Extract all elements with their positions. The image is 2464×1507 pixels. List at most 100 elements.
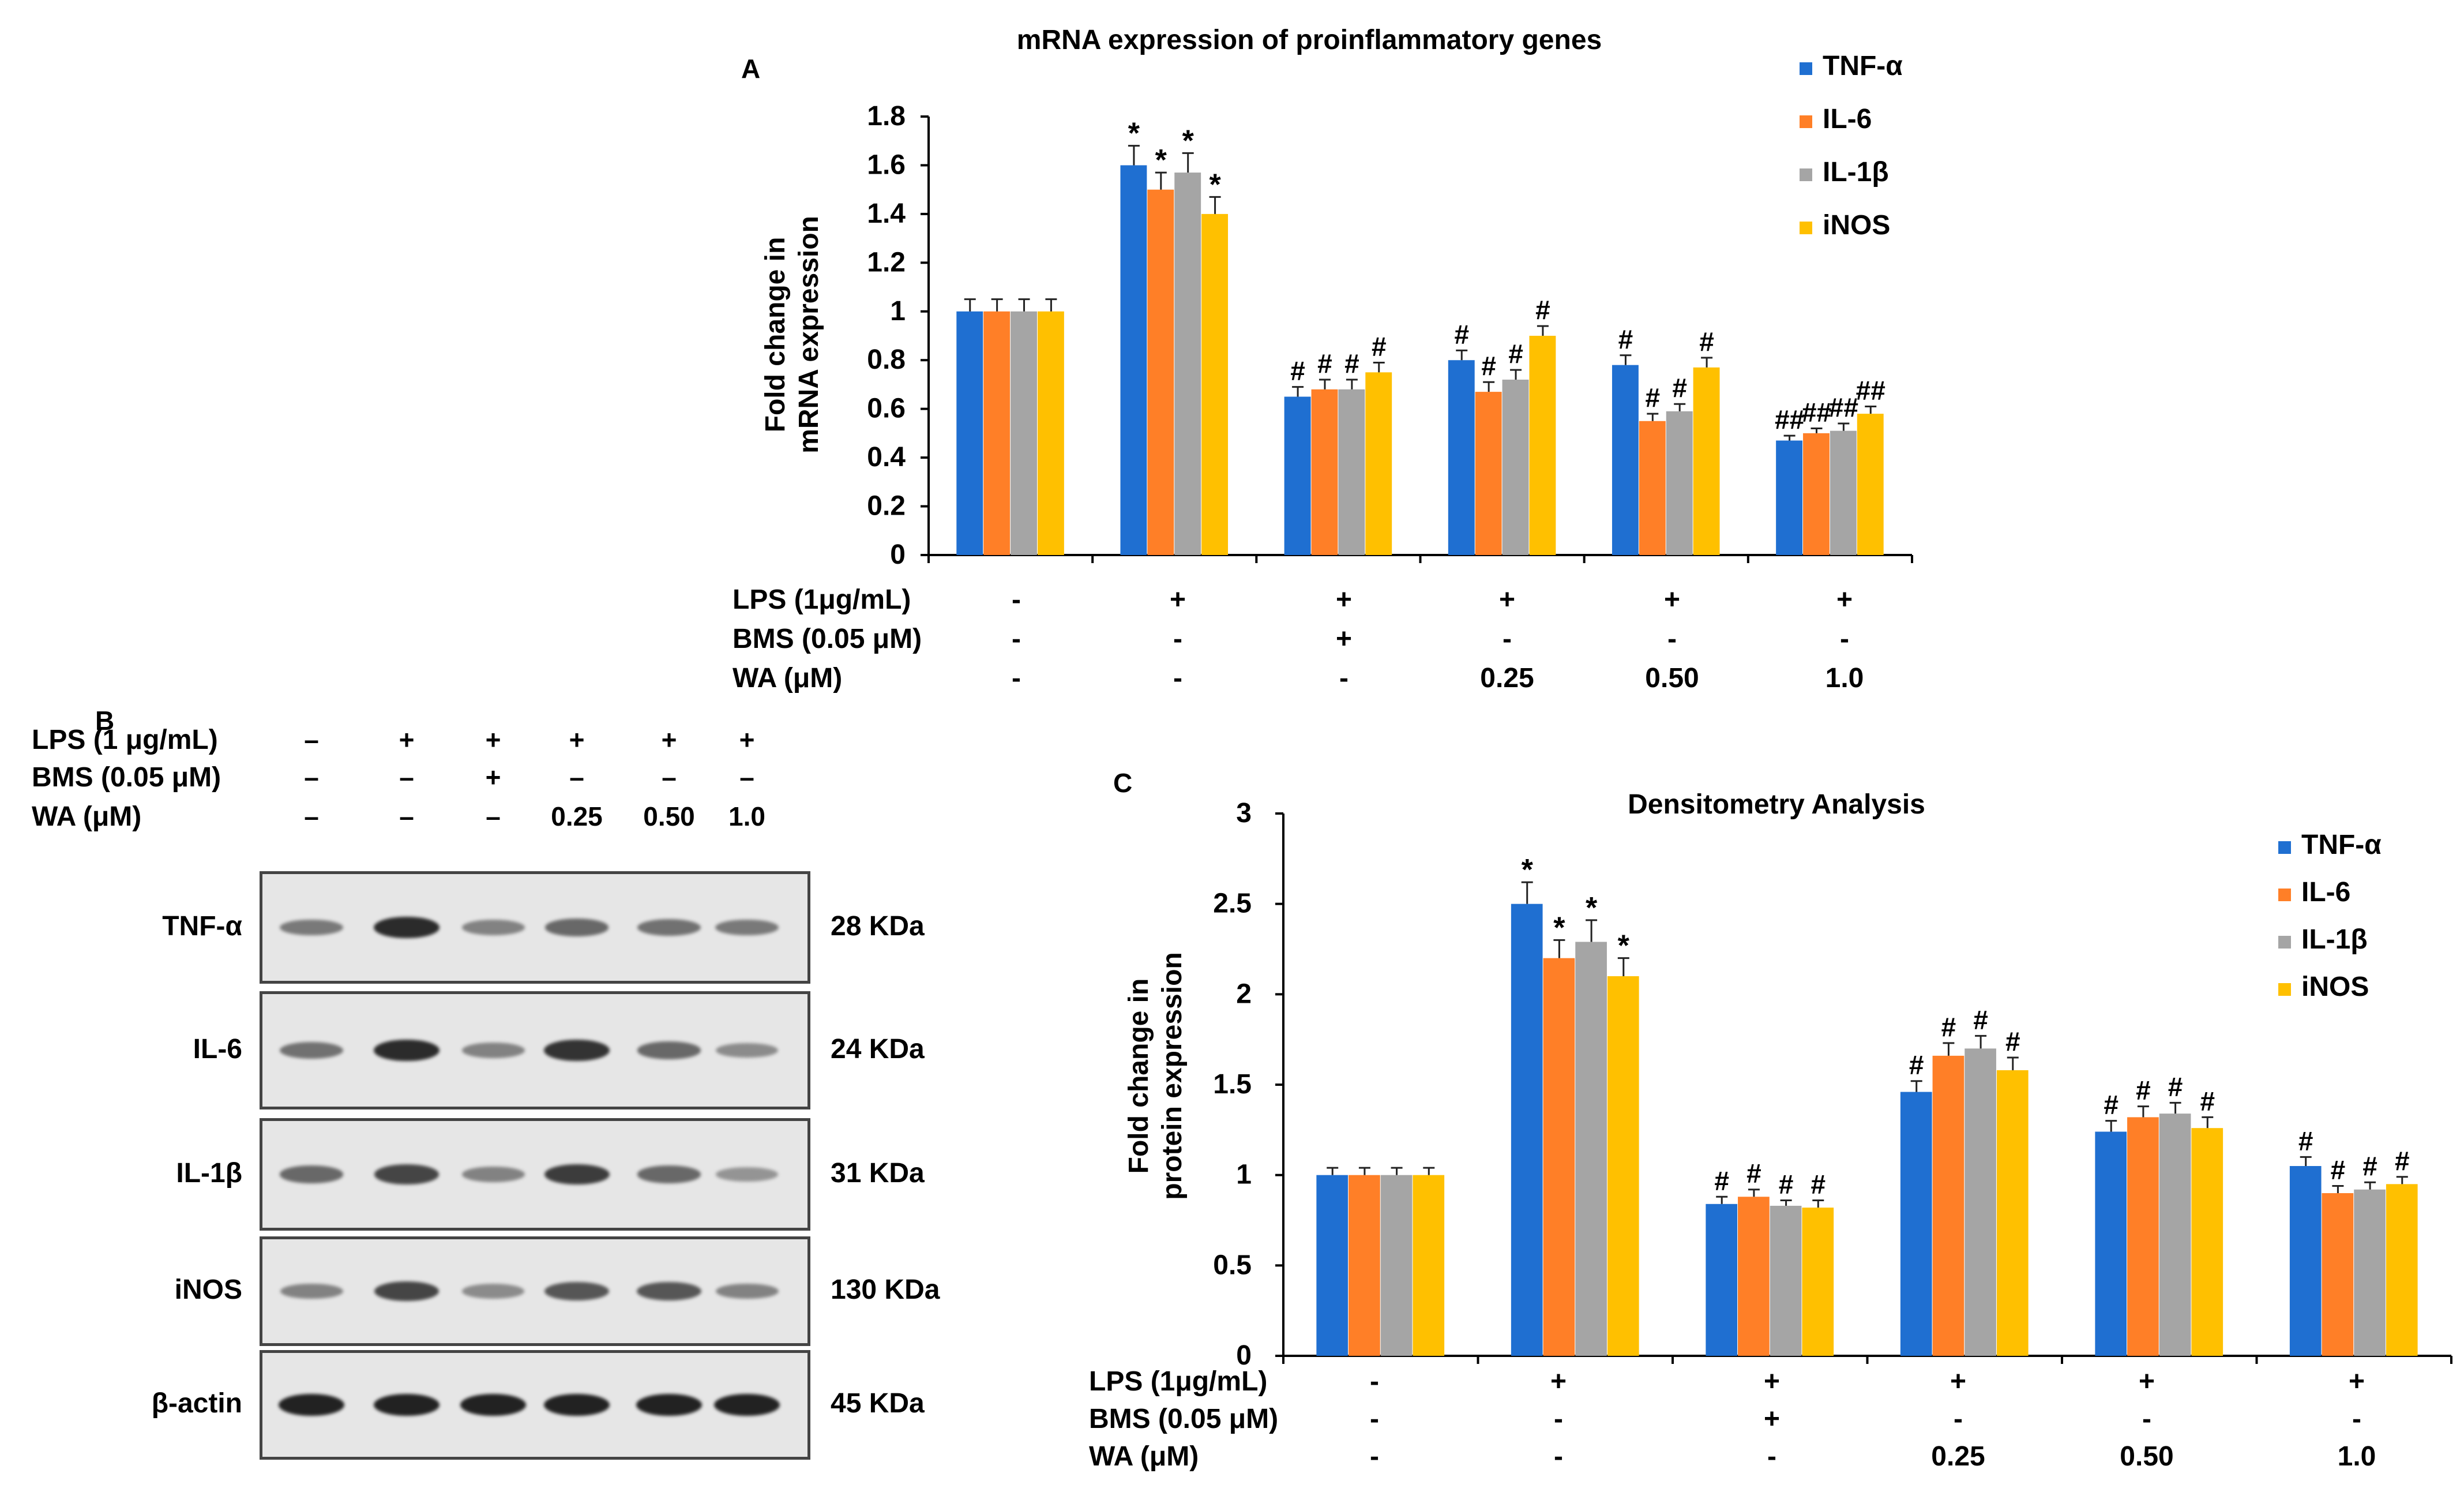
- chart-c-treatment-value: -: [1554, 1404, 1563, 1434]
- chart-c-treatment-label: BMS (0.05 μM): [1089, 1404, 1278, 1434]
- chart-c-treatment-value: +: [1764, 1366, 1780, 1397]
- chart-c-significance-label: #: [2104, 1090, 2119, 1120]
- chart-a-treatment-label: BMS (0.05 μM): [733, 624, 922, 654]
- chart-a-ytick-label: 0.4: [867, 442, 906, 473]
- blot-treatment-value: –: [486, 801, 501, 831]
- chart-c-bar: [1738, 1197, 1770, 1356]
- chart-c-bar: [2095, 1131, 2127, 1356]
- blot-treatment-value: +: [399, 725, 415, 755]
- blot-band: [374, 1039, 440, 1062]
- blot-band: [637, 1165, 701, 1183]
- blot-band: [280, 1283, 343, 1299]
- blot-size-label: 31 KDa: [831, 1157, 925, 1189]
- chart-c-ytick-label: 3: [1236, 798, 1252, 829]
- chart-c-bar: [1349, 1175, 1380, 1356]
- blot-protein-label: TNF-α: [162, 910, 242, 942]
- chart-c-bar: [2191, 1128, 2223, 1356]
- chart-a-ytick-label: 0.8: [867, 344, 906, 375]
- chart-c-treatment-value: -: [1370, 1366, 1379, 1397]
- chart-a-bar: [1857, 414, 1884, 555]
- chart-a-significance-label: *: [1182, 124, 1195, 158]
- chart-a-bar: [1803, 433, 1830, 555]
- chart-a-ylabel-line: Fold change in: [760, 237, 791, 433]
- chart-a-significance-label: #: [1344, 348, 1359, 378]
- chart-c-treatment-value: +: [1550, 1366, 1567, 1397]
- chart-a-ytick-label: 0.6: [867, 393, 906, 424]
- chart-a-bar: [1174, 173, 1201, 556]
- chart-c-ylabel-line: Fold change in: [1124, 979, 1154, 1174]
- chart-c-treatment-value: -: [1954, 1404, 1963, 1434]
- blot-protein-label: IL-6: [193, 1033, 242, 1064]
- chart-c-treatment-value: +: [1764, 1404, 1780, 1434]
- chart-c-significance-label: #: [1811, 1169, 1826, 1199]
- chart-c-legend-swatch: [2278, 889, 2291, 901]
- chart-a-legend-label: IL-1β: [1823, 157, 1889, 188]
- chart-c-significance-label: #: [2298, 1126, 2313, 1156]
- chart-a-significance-label: ##: [1856, 375, 1885, 405]
- chart-c-treatment-value: -: [2142, 1404, 2151, 1434]
- blot-band: [374, 1164, 440, 1184]
- chart-a-significance-label: #: [1481, 351, 1496, 381]
- chart-c-bar: [1380, 1175, 1413, 1356]
- blot-size-label: 28 KDa: [831, 910, 925, 942]
- chart-a-ytick-label: 0.2: [867, 491, 906, 522]
- chart-c-ytick-label: 1: [1236, 1160, 1252, 1190]
- chart-c-bar: [1413, 1175, 1445, 1356]
- chart-a-bar: [1311, 389, 1338, 555]
- chart-c-bar: [1900, 1092, 1932, 1356]
- chart-c-treatment-value: 0.25: [1931, 1441, 1985, 1472]
- blot-treatment-value: +: [661, 725, 677, 755]
- chart-c-significance-label: #: [1973, 1004, 1988, 1034]
- blot-band: [716, 1167, 778, 1182]
- blot-band: [543, 1393, 610, 1416]
- blot-band: [461, 1284, 525, 1299]
- chart-a-bar: [1365, 372, 1392, 555]
- blot-treatment-label: BMS (0.05 μM): [32, 762, 221, 793]
- chart-a-bar: [1448, 360, 1475, 555]
- blot-treatment-value: –: [662, 762, 677, 792]
- chart-a-treatment-value: -: [1012, 584, 1021, 615]
- chart-c-treatment-value: 1.0: [2338, 1441, 2376, 1472]
- chart-a-ytick-label: 1: [890, 296, 906, 327]
- chart-c-significance-label: #: [1941, 1012, 1956, 1042]
- chart-a-bar: [1284, 396, 1311, 555]
- chart-c-bar: [2322, 1193, 2354, 1356]
- chart-c-significance-label: #: [2005, 1026, 2020, 1056]
- chart-a-treatment-value: -: [1667, 624, 1677, 654]
- chart-a-bar: [1338, 389, 1365, 555]
- chart-a-treatment-value: +: [1499, 584, 1515, 615]
- blot-treatment-value: –: [569, 762, 584, 792]
- chart-a-legend-label: TNF-α: [1823, 51, 1903, 81]
- chart-a-treatment-value: -: [1012, 663, 1021, 693]
- chart-c-bar: [1996, 1070, 2029, 1356]
- blot-band: [461, 920, 525, 935]
- chart-a-legend-swatch: [1800, 115, 1812, 128]
- chart-a-title: mRNA expression of proinflammatory genes: [1017, 25, 1602, 55]
- chart-c-bar: [1607, 976, 1639, 1356]
- chart-a-ytick-label: 1.8: [867, 101, 906, 132]
- blot-treatment-value: –: [399, 762, 414, 792]
- chart-c-legend-swatch: [2278, 983, 2291, 996]
- chart-c-title: Densitometry Analysis: [1628, 789, 1925, 820]
- chart-c-significance-label: #: [1909, 1050, 1924, 1080]
- chart-c-significance-label: #: [2362, 1151, 2377, 1181]
- chart-a-treatment-value: +: [1664, 584, 1680, 615]
- chart-c-bar: [1770, 1205, 1802, 1356]
- blot-band: [460, 1393, 527, 1416]
- chart-a-bar: [1201, 213, 1229, 555]
- chart-c-bar: [1543, 958, 1575, 1356]
- blot-protein-label: iNOS: [174, 1274, 242, 1305]
- blot-band: [637, 919, 701, 936]
- chart-c-legend-swatch: [2278, 841, 2291, 854]
- chart-c-significance-label: #: [1714, 1165, 1729, 1195]
- chart-a-legend-label: iNOS: [1823, 210, 1890, 241]
- chart-a-ytick-label: 0: [890, 539, 906, 570]
- chart-c-significance-label: *: [1553, 911, 1565, 944]
- chart-a-bar: [1693, 367, 1720, 555]
- chart-a-bar: [1037, 311, 1064, 555]
- chart-c-treatment-label: WA (μM): [1089, 1441, 1199, 1472]
- chart-a-ylabel-line: mRNA expression: [794, 216, 824, 453]
- chart-c-bar: [2386, 1184, 2418, 1356]
- chart-a-treatment-value: 0.50: [1645, 663, 1699, 693]
